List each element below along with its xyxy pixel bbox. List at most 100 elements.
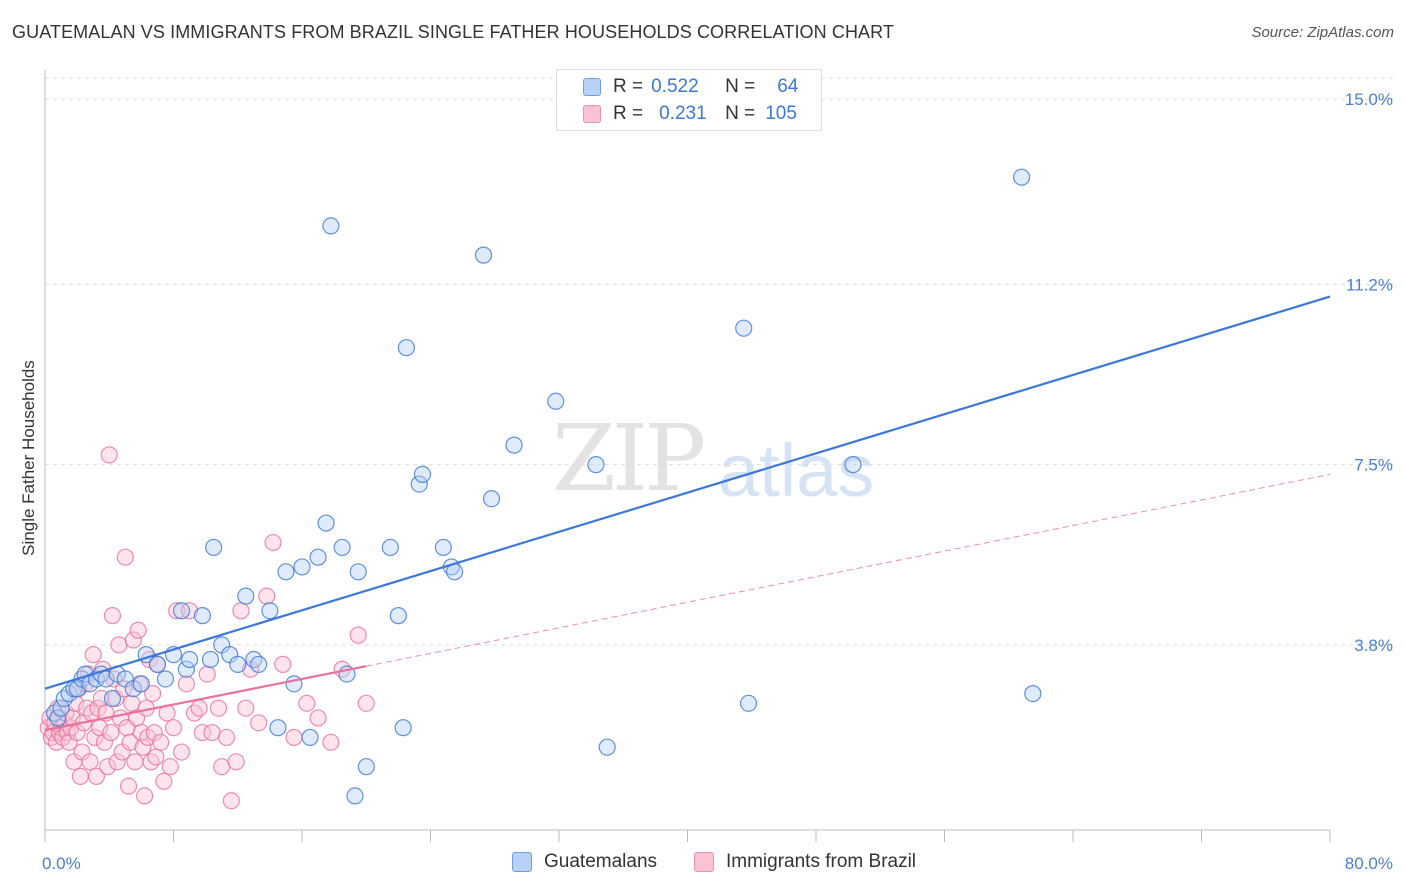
data-point-guatemalans (357, 758, 375, 776)
data-point-brazil (99, 758, 117, 776)
legend-n-value-blue: 64 (777, 76, 799, 97)
data-point-brazil (145, 723, 163, 742)
data-point-guatemalans (193, 607, 212, 625)
data-point-guatemalans (245, 650, 263, 669)
trend-line-guatemalans (44, 295, 1331, 690)
data-point-guatemalans (293, 558, 311, 576)
data-point-guatemalans (301, 728, 319, 747)
y-tick-label: 11.2% (1346, 275, 1393, 294)
y-axis-label: Single Father Households (19, 360, 38, 556)
legend-swatch-pink (583, 105, 601, 123)
data-point-brazil (129, 621, 147, 639)
data-point-brazil (227, 753, 245, 771)
data-point-guatemalans (180, 650, 199, 669)
data-point-guatemalans (381, 538, 399, 557)
data-point-guatemalans (68, 680, 86, 698)
data-point-brazil (232, 602, 250, 620)
legend-row-guatemalans: R = 0.522 N = 64 (557, 74, 798, 100)
data-point-guatemalans (413, 465, 432, 483)
data-point-brazil (86, 728, 104, 747)
data-point-brazil (298, 694, 316, 712)
data-point-guatemalans (1012, 168, 1031, 186)
data-point-brazil (81, 753, 99, 771)
legend-n-label: N = (725, 76, 756, 97)
data-point-guatemalans (397, 339, 416, 357)
data-point-guatemalans (103, 689, 122, 708)
trend-line-brazil-extrapolated (366, 473, 1331, 667)
data-point-brazil (142, 753, 160, 771)
data-point-brazil (177, 675, 195, 693)
data-point-guatemalans (250, 655, 268, 673)
data-point-brazil (198, 665, 216, 683)
legend-swatch-blue (583, 78, 601, 96)
data-point-guatemalans (735, 319, 753, 337)
data-point-guatemalans (229, 655, 247, 673)
data-point-guatemalans (317, 514, 335, 532)
data-point-guatemalans (49, 709, 67, 727)
data-point-brazil (102, 723, 120, 742)
data-point-guatemalans (172, 602, 191, 620)
data-point-brazil (123, 694, 141, 712)
data-point-brazil (190, 699, 208, 717)
data-point-guatemalans (205, 538, 223, 557)
data-point-guatemalans (156, 670, 175, 688)
data-point-guatemalans (237, 587, 255, 605)
data-point-guatemalans (309, 548, 327, 566)
data-point-brazil (144, 684, 162, 703)
data-point-guatemalans (177, 660, 195, 678)
data-point-brazil (309, 709, 327, 727)
data-point-brazil (126, 753, 144, 771)
legend-r-label: R = (613, 103, 644, 124)
legend-r-value-pink: 0.231 (659, 103, 707, 124)
legend-n-label: N = (725, 103, 756, 124)
data-point-guatemalans (739, 694, 758, 712)
data-point-guatemalans (148, 655, 167, 673)
data-point-guatemalans (482, 490, 501, 508)
data-point-guatemalans (52, 699, 70, 717)
data-point-brazil (193, 723, 212, 742)
data-point-brazil (108, 753, 126, 771)
legend-r-value-blue: 0.522 (651, 76, 699, 97)
data-point-brazil (209, 699, 228, 717)
data-point-brazil (264, 533, 282, 552)
bottom-legend-label-guatemalans: Guatemalans (544, 851, 658, 872)
data-point-brazil (217, 728, 236, 747)
data-point-brazil (237, 699, 255, 717)
data-point-guatemalans (277, 563, 295, 581)
trend-line-brazil (44, 665, 367, 732)
data-point-brazil (322, 733, 340, 751)
data-point-guatemalans (394, 719, 412, 737)
data-point-brazil (87, 767, 106, 786)
bottom-legend-swatch-blue (512, 852, 532, 872)
data-point-brazil (185, 704, 203, 722)
data-point-guatemalans (269, 719, 287, 737)
x-tick-label-max: 80.0% (1345, 854, 1393, 873)
data-point-brazil (357, 694, 375, 712)
data-point-brazil (124, 631, 142, 649)
y-tick-label: 15.0% (1345, 90, 1393, 109)
data-point-guatemalans (587, 456, 605, 474)
legend-n-value-pink: 105 (765, 103, 797, 124)
data-point-guatemalans (434, 538, 452, 557)
data-point-brazil (147, 748, 165, 766)
data-point-guatemalans (132, 675, 150, 693)
data-point-brazil (89, 699, 107, 717)
data-point-brazil (213, 758, 231, 776)
data-point-brazil (135, 787, 154, 805)
data-point-guatemalans (844, 456, 862, 474)
data-point-brazil (250, 714, 268, 732)
data-point-guatemalans (474, 246, 493, 264)
data-point-brazil (164, 719, 183, 737)
data-point-brazil (95, 733, 114, 751)
data-point-brazil (121, 733, 139, 751)
data-point-guatemalans (322, 217, 340, 235)
data-point-brazil (100, 446, 118, 464)
data-point-brazil (134, 738, 152, 756)
data-point-guatemalans (349, 563, 367, 581)
data-point-brazil (152, 733, 170, 751)
bottom-legend-brazil: Immigrants from Brazil (694, 851, 916, 873)
data-point-brazil (285, 728, 303, 747)
data-point-brazil (349, 626, 367, 644)
bottom-legend-guatemalans: Guatemalans (512, 851, 657, 873)
